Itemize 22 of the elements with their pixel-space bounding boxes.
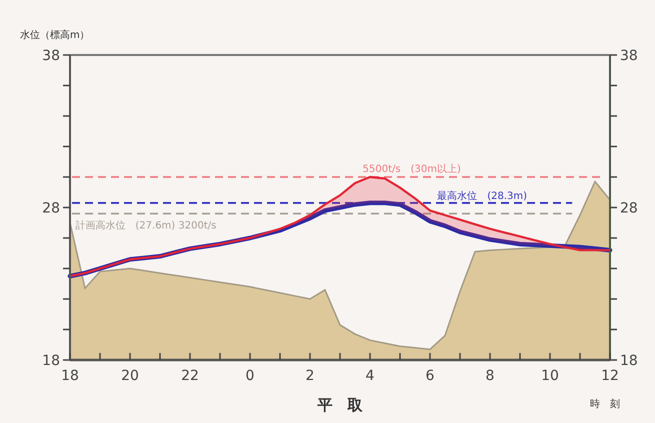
ref-line-label: 5500t/s (30m以上) (362, 163, 461, 175)
ref-line-label: 最高水位 (28.3m) (437, 190, 528, 202)
text: 時 刻 (590, 398, 620, 410)
x-tick-label: 0 (246, 368, 254, 384)
x-tick-label: 10 (541, 368, 559, 384)
y-tick-label: 28 (42, 200, 60, 216)
x-tick-label: 8 (486, 368, 494, 384)
x-tick-label: 6 (426, 368, 435, 384)
x-axis-title: 平 取 (316, 396, 364, 414)
y-axis-title: 水位（標高m） (20, 29, 90, 41)
x-tick-label: 12 (601, 368, 619, 384)
y2-tick-label: 28 (620, 200, 638, 216)
y-tick-label: 18 (42, 353, 60, 369)
ref-line-label: 計画高水位 (27.6m) 3200t/s (75, 220, 216, 232)
x-tick-label: 22 (181, 368, 199, 384)
x-tick-label: 20 (121, 368, 139, 384)
y-tick-label: 38 (42, 48, 60, 64)
x-tick-label: 4 (366, 368, 375, 384)
y2-tick-label: 18 (620, 353, 638, 369)
x-tick-label: 18 (61, 368, 79, 384)
x-tick-label: 2 (306, 368, 314, 384)
y2-tick-label: 38 (620, 48, 638, 64)
